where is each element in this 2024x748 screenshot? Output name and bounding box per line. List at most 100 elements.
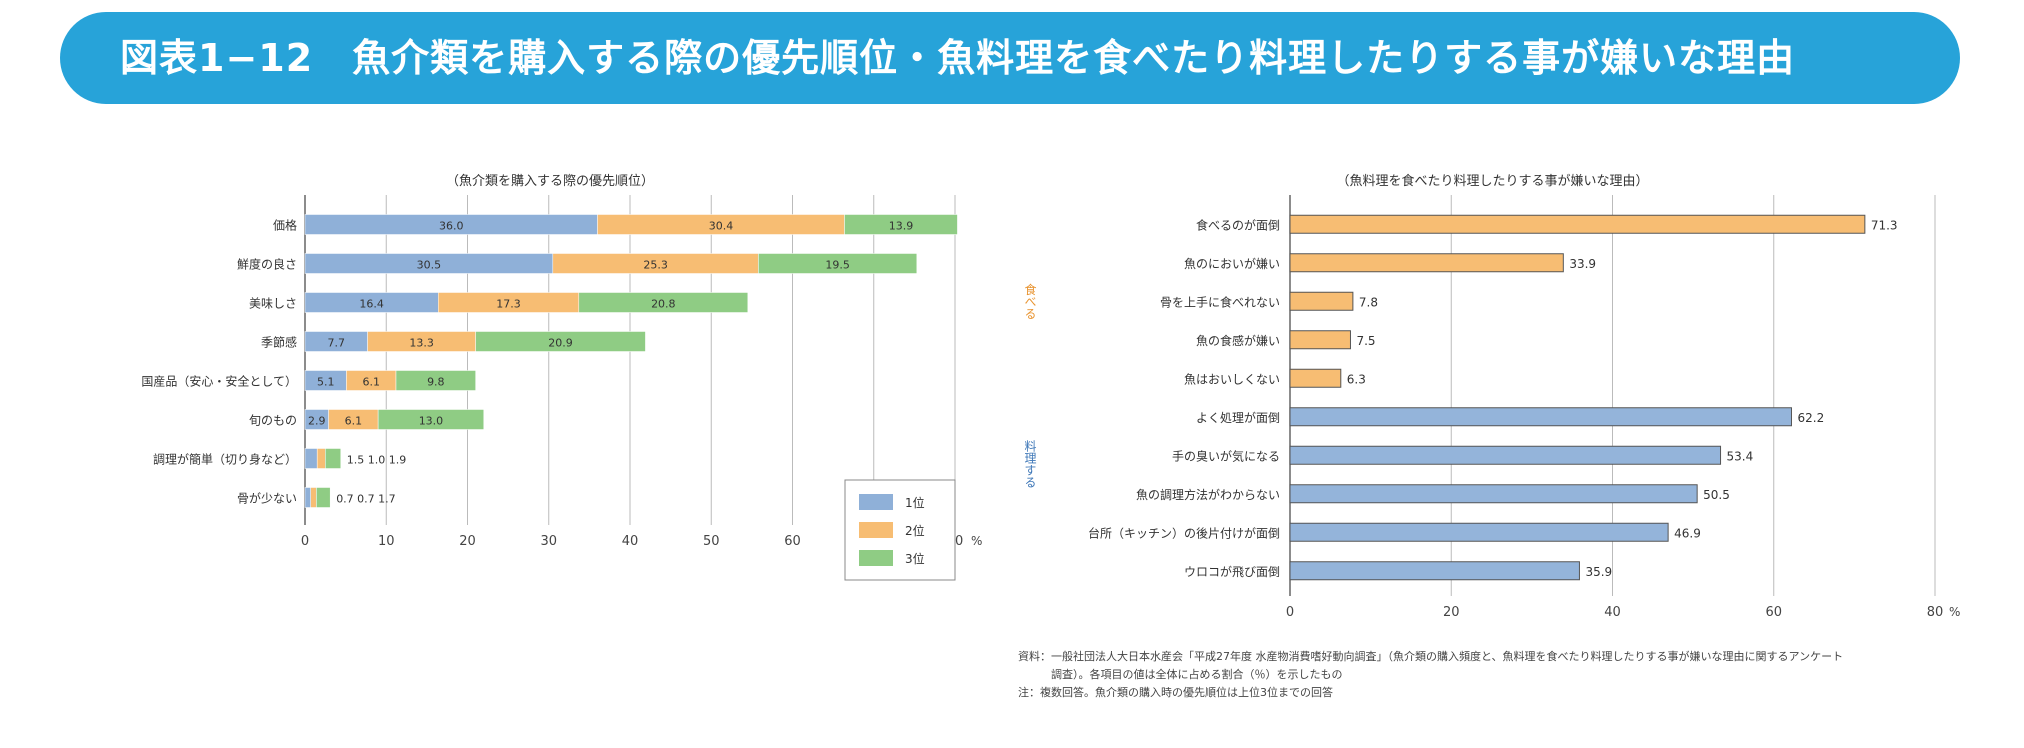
left-bar-segment	[578, 292, 749, 313]
right-bar	[1289, 291, 1354, 311]
left-data-label: 0.7 0.7 1.7	[336, 493, 395, 506]
right-bar	[1289, 561, 1580, 581]
footnote-note: 注：複数回答。魚介類の購入時の優先順位は上位3位までの回答	[1018, 686, 1333, 699]
right-chart-title: （魚料理を食べたり料理したりする事が嫌いな理由）	[1336, 173, 1648, 189]
left-bar-segment	[304, 487, 311, 508]
left-data-label: 6.1	[362, 376, 380, 389]
left-bar-segment	[758, 253, 918, 274]
left-unit: %	[971, 534, 982, 548]
left-chart: （魚介類を購入する際の優先順位）01020304050607080%価格36.0…	[141, 174, 982, 581]
left-bar-segment	[316, 487, 331, 508]
right-data-label: 7.5	[1356, 334, 1375, 348]
left-data-label: 20.8	[651, 298, 676, 311]
left-data-label: 2.9	[308, 415, 326, 428]
left-x-tick: 10	[378, 534, 395, 549]
left-data-label: 30.4	[709, 220, 734, 233]
left-data-label: 9.8	[427, 376, 445, 389]
right-bar	[1289, 522, 1669, 542]
left-bar-segment	[475, 331, 646, 352]
right-bar	[1289, 330, 1351, 350]
left-category-label: 国産品（安心・安全として）	[141, 374, 297, 389]
right-category-label: 台所（キッチン）の後片付けが面倒	[1088, 525, 1280, 540]
left-bar-segment	[325, 448, 341, 469]
left-data-label: 25.3	[643, 259, 668, 272]
right-bar	[1289, 407, 1792, 427]
left-bar-segment	[304, 448, 318, 469]
right-x-tick: 20	[1443, 605, 1460, 620]
left-legend-swatch	[859, 522, 893, 538]
left-legend-swatch	[859, 550, 893, 566]
right-data-label: 35.9	[1585, 565, 1612, 579]
left-data-label: 5.1	[317, 376, 335, 389]
right-bar	[1289, 445, 1722, 465]
right-data-label: 7.8	[1359, 295, 1378, 309]
right-category-label: ウロコが飛び面倒	[1184, 564, 1280, 579]
right-category-label: よく処理が面倒	[1196, 410, 1280, 425]
right-chart: （魚料理を食べたり料理したりする事が嫌いな理由） 0 20 40 60 80 % 食べるのが面…	[1023, 173, 1960, 620]
left-data-label: 13.3	[409, 337, 434, 350]
right-x-tick: 0	[1286, 605, 1294, 620]
right-unit: %	[1949, 605, 1960, 619]
left-legend-swatch	[859, 494, 893, 510]
right-category-label: 手の臭いが気になる	[1172, 448, 1280, 463]
left-bar-segment	[395, 370, 476, 391]
page-title: 図表1−12 魚介類を購入する際の優先順位・魚料理を食べたり料理したりする事が嫌…	[120, 36, 1796, 80]
left-category-label: 季節感	[261, 335, 297, 350]
right-data-label: 53.4	[1727, 449, 1754, 463]
right-x-tick: 40	[1604, 605, 1621, 620]
right-data-label: 46.9	[1674, 526, 1701, 540]
left-data-label: 13.9	[889, 220, 914, 233]
right-bar	[1289, 214, 1866, 234]
left-x-tick: 40	[622, 534, 639, 549]
right-x-tick: 60	[1765, 605, 1782, 620]
left-data-label: 20.9	[548, 337, 573, 350]
left-data-label: 16.4	[359, 298, 384, 311]
left-category-label: 鮮度の良さ	[237, 257, 297, 272]
footnote-source-1: 資料：一般社団法人大日本水産会「平成27年度 水産物消費嗜好動向調査」（魚介類の…	[1018, 650, 1844, 663]
left-category-label: 骨が少ない	[237, 491, 297, 506]
right-bar	[1289, 253, 1564, 273]
left-x-tick: 30	[540, 534, 557, 549]
left-x-tick: 0	[301, 534, 309, 549]
left-category-label: 調理が簡単（切り身など）	[153, 452, 297, 467]
right-bar	[1289, 368, 1342, 388]
left-data-label: 7.7	[328, 337, 346, 350]
left-category-label: 美味しさ	[249, 297, 297, 311]
left-x-tick: 50	[703, 534, 720, 549]
left-category-label: 価格	[273, 218, 297, 233]
right-bar	[1289, 484, 1698, 504]
footnote-source-2: 調査）。各項目の値は全体に占める割合（％）を示したもの	[1018, 668, 1343, 681]
left-legend-label: 3位	[905, 551, 925, 566]
left-bar-segment	[310, 487, 317, 508]
right-data-label: 33.9	[1569, 257, 1596, 271]
left-chart-title: （魚介類を購入する際の優先順位）	[446, 174, 654, 189]
right-data-label: 6.3	[1347, 372, 1366, 386]
title-banner: 図表1−12 魚介類を購入する際の優先順位・魚料理を食べたり料理したりする事が嫌…	[60, 12, 1960, 104]
right-group-label-eat: 食べる	[1023, 282, 1037, 319]
left-category-label: 旬のもの	[249, 414, 297, 428]
left-data-label: 1.5 1.0 1.9	[347, 454, 406, 467]
left-x-tick: 60	[784, 534, 801, 549]
right-group-label-cook: 料理する	[1023, 439, 1037, 487]
left-data-label: 30.5	[417, 259, 442, 272]
left-legend-label: 2位	[905, 523, 925, 538]
right-category-label: 魚の食感が嫌い	[1196, 333, 1280, 348]
left-bar-segment	[844, 214, 958, 235]
left-data-label: 6.1	[345, 415, 363, 428]
left-bar-segment	[316, 448, 326, 469]
left-data-label: 19.5	[825, 259, 850, 272]
right-data-label: 71.3	[1871, 218, 1898, 232]
right-data-label: 50.5	[1703, 488, 1730, 502]
right-category-label: 魚はおいしくない	[1184, 372, 1280, 386]
left-x-tick: 20	[459, 534, 476, 549]
right-category-label: 食べるのが面倒	[1196, 217, 1280, 232]
right-category-label: 骨を上手に食べれない	[1160, 294, 1280, 309]
left-legend-label: 1位	[905, 495, 925, 510]
left-data-label: 17.3	[496, 298, 521, 311]
right-category-label: 魚の調理方法がわからない	[1136, 487, 1280, 502]
right-data-label: 62.2	[1797, 411, 1824, 425]
left-data-label: 36.0	[439, 220, 464, 233]
right-category-label: 魚のにおいが嫌い	[1184, 256, 1280, 271]
left-data-label: 13.0	[419, 415, 444, 428]
right-x-tick: 80	[1927, 605, 1944, 620]
